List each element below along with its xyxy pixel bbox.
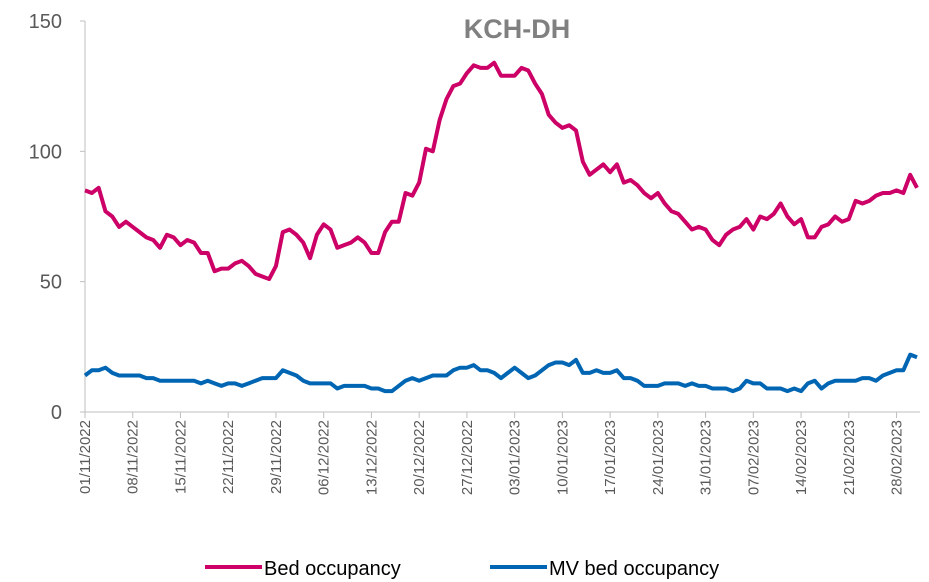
x-tick-label: 15/11/2022 <box>172 420 189 494</box>
chart-title: KCH-DH <box>464 14 570 44</box>
x-tick-label: 06/12/2022 <box>316 420 333 495</box>
x-tick-label: 17/01/2023 <box>602 420 619 495</box>
legend-label: Bed occupancy <box>264 558 401 580</box>
x-tick-label: 21/02/2023 <box>841 420 858 495</box>
line-series <box>84 60 919 282</box>
x-tick-label: 22/11/2022 <box>220 420 237 494</box>
y-tick-label: 0 <box>51 402 62 424</box>
y-tick-label: 150 <box>29 11 62 33</box>
x-tick-label: 31/01/2023 <box>698 420 715 495</box>
x-tick-label: 07/02/2023 <box>745 420 762 495</box>
x-tick-label: 10/01/2023 <box>554 420 571 495</box>
legend-label: MV bed occupancy <box>549 558 719 580</box>
y-tick-label: 50 <box>40 272 62 294</box>
x-tick-label: 29/11/2022 <box>268 420 285 494</box>
x-tick-label: 24/01/2023 <box>650 420 667 495</box>
x-tick-label: 01/11/2022 <box>77 420 94 494</box>
x-tick-label: 03/01/2023 <box>507 420 524 495</box>
x-tick-label: 20/12/2022 <box>411 420 428 495</box>
x-tick-label: 27/12/2022 <box>459 420 476 495</box>
x-tick-label: 14/02/2023 <box>793 420 810 495</box>
line-series <box>83 352 918 394</box>
x-tick-label: 08/11/2022 <box>125 420 142 494</box>
x-tick-label: 28/02/2023 <box>889 420 906 495</box>
y-tick-label: 100 <box>29 141 62 163</box>
x-tick-label: 13/12/2022 <box>363 420 380 495</box>
